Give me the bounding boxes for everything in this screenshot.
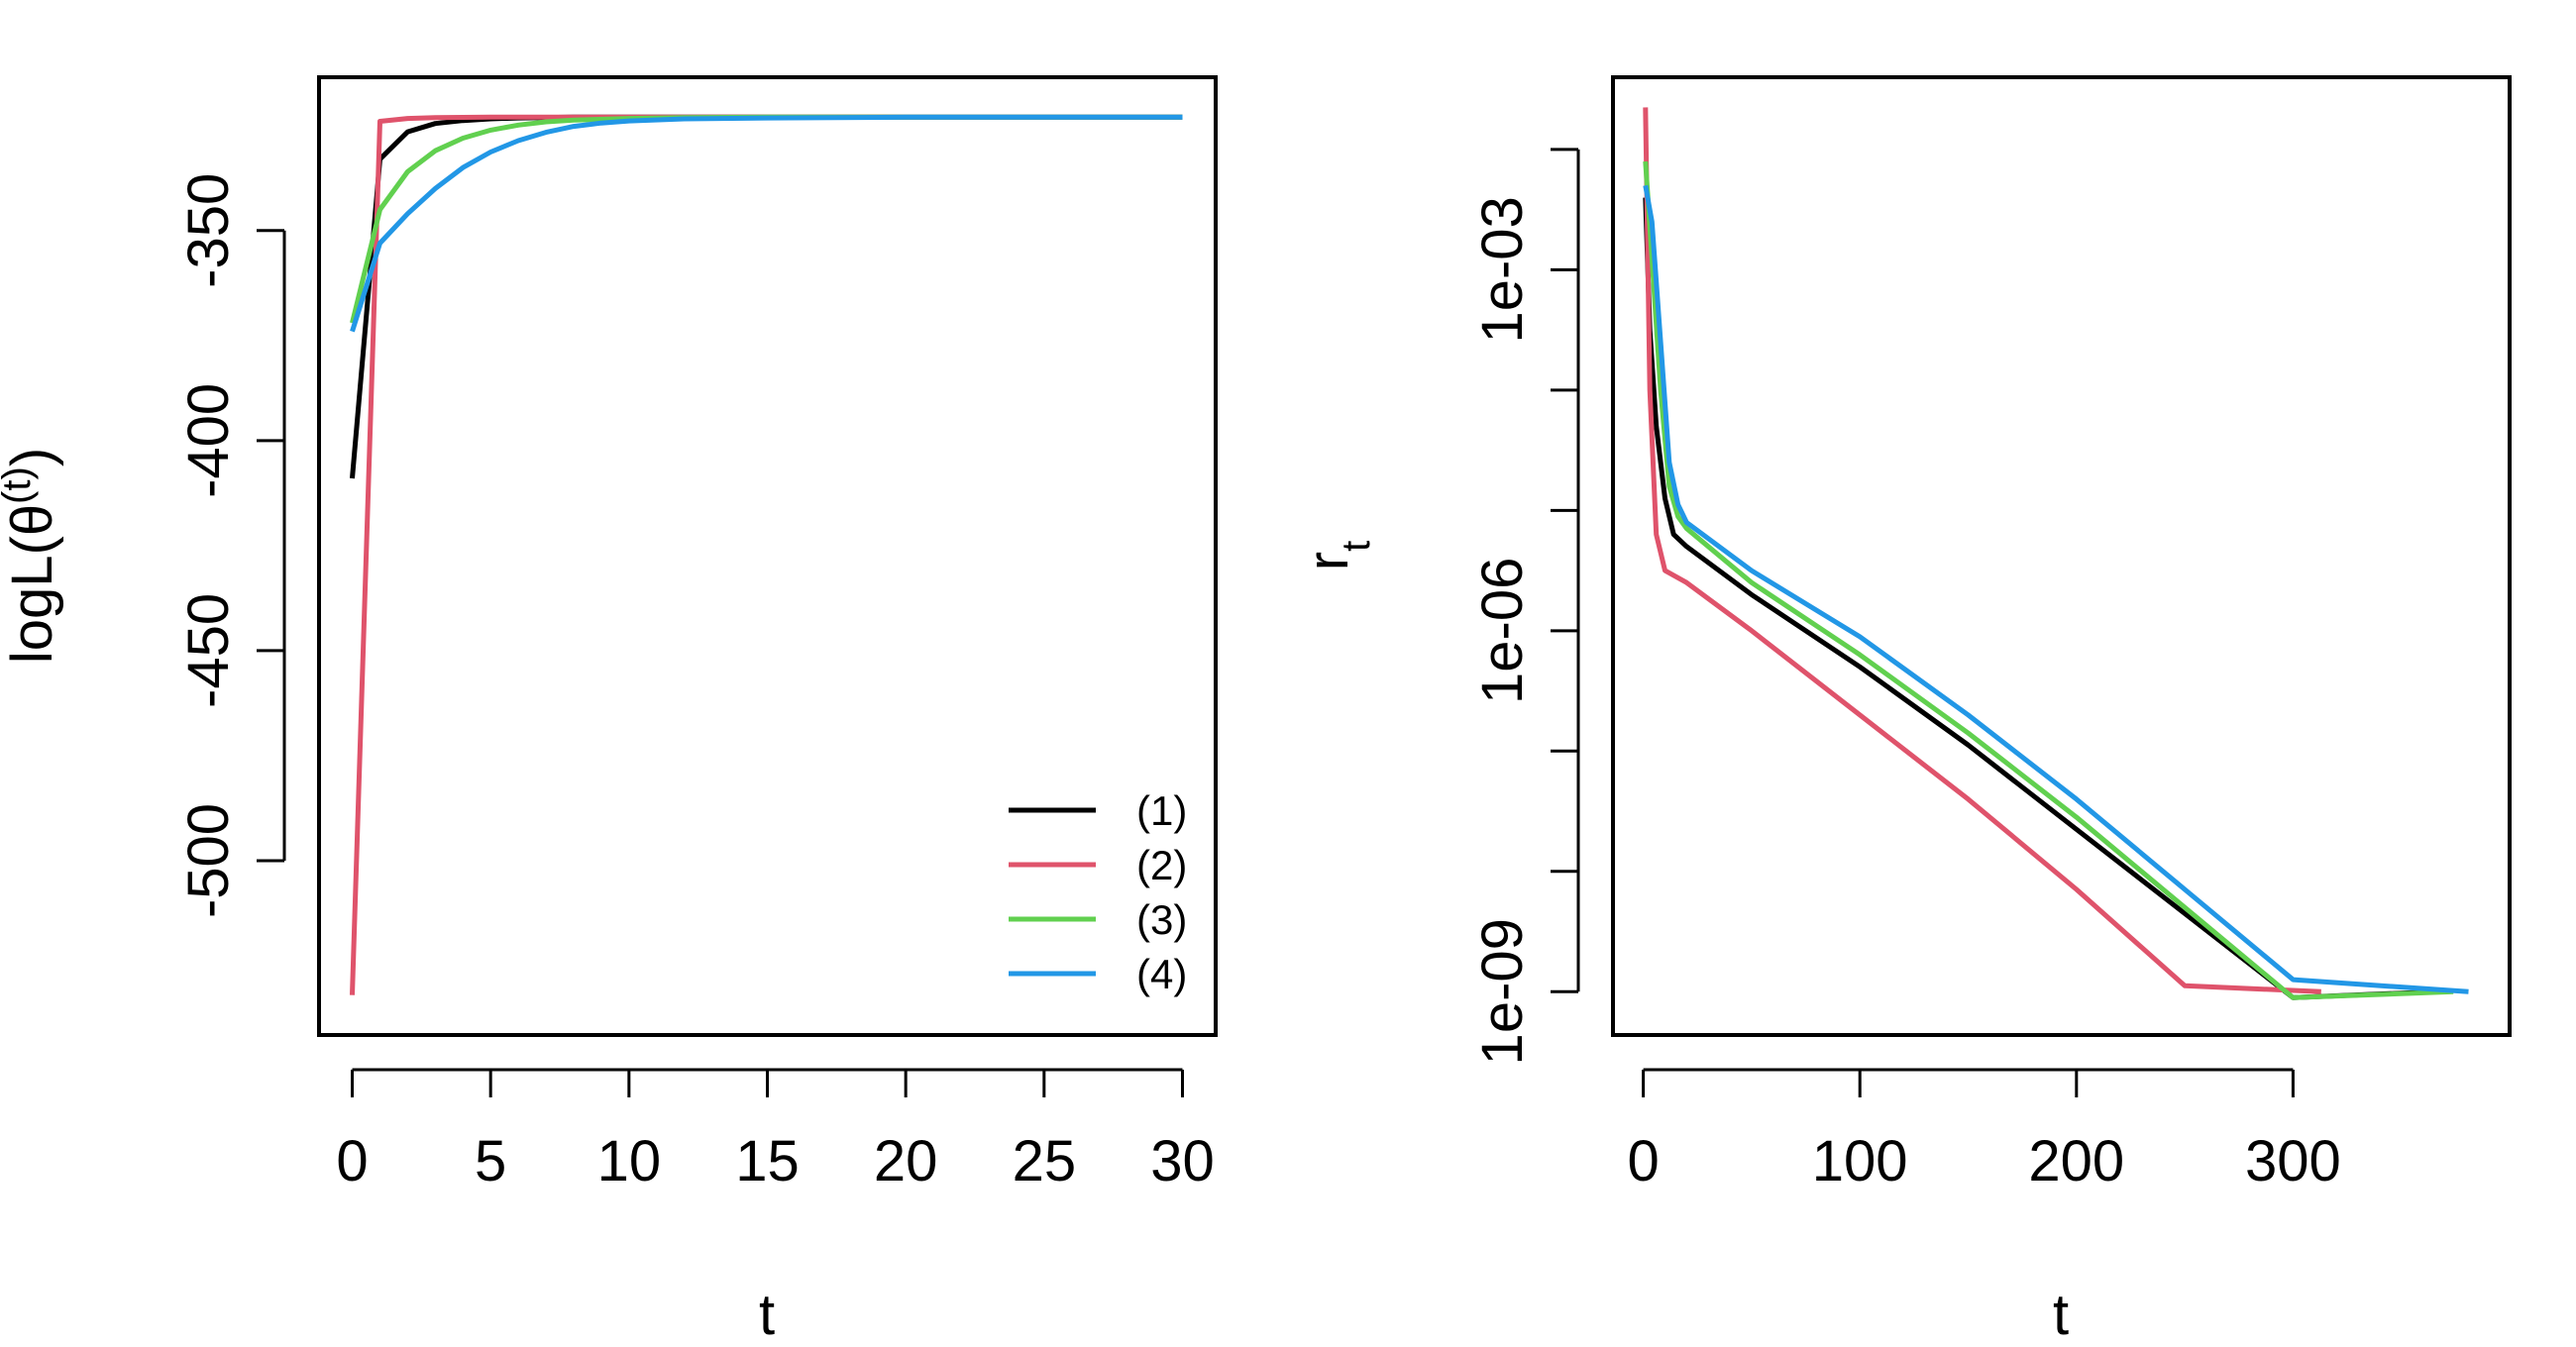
right-y-tick-label: 1e-03 — [1470, 196, 1535, 343]
right-x-axis-label: t — [2053, 1283, 2069, 1347]
left-x-tick-label: 30 — [1150, 1129, 1215, 1193]
right-series-line-1 — [1643, 197, 2436, 1000]
left-plot-frame — [317, 75, 1218, 1037]
right-y-axis-label-subscript: t — [1335, 541, 1378, 552]
left-series-line-3 — [350, 114, 1183, 324]
left-y-tick-label: -400 — [176, 383, 241, 498]
right-x-axis: 0 100 200 300 — [1627, 1068, 2341, 1193]
right-y-axis: 1e-03 1e-06 1e-09 — [1470, 148, 1580, 1065]
left-y-axis-label-superscript: (t) — [0, 466, 39, 504]
left-y-tick-label: -350 — [176, 173, 241, 288]
left-x-tick-label: 5 — [475, 1129, 506, 1193]
left-x-tick-label: 25 — [1013, 1129, 1077, 1193]
left-series-line-1 — [350, 114, 1183, 479]
right-series-line-3 — [1643, 160, 2454, 1000]
right-y-tick-label: 1e-09 — [1470, 918, 1535, 1065]
left-y-axis: -350 -400 -450 -500 — [176, 173, 286, 918]
left-x-tick-label: 15 — [735, 1129, 800, 1193]
left-y-axis-label: logL(θ(t)) — [0, 448, 64, 664]
right-plot-frame — [1611, 75, 2512, 1037]
residual-panel: 0 100 200 300 1e-03 1e-06 1e-09 t rt — [1296, 75, 2512, 1347]
left-y-tick-label: -450 — [176, 593, 241, 708]
right-series-group — [1643, 107, 2469, 1000]
legend-label-2: (2) — [1136, 842, 1187, 888]
left-x-tick-label: 0 — [336, 1129, 368, 1193]
left-x-tick-label: 10 — [597, 1129, 662, 1193]
right-y-axis-label: rt — [1296, 541, 1378, 570]
legend: (1) (2) (3) (4) — [1009, 787, 1187, 997]
left-x-tick-label: 20 — [874, 1129, 938, 1193]
left-series-line-4 — [350, 114, 1183, 333]
right-y-tick-label: 1e-06 — [1470, 558, 1535, 704]
right-x-tick-label: 300 — [2245, 1129, 2341, 1193]
loglik-panel: 0 5 10 15 20 25 30 -350 -400 -450 -500 t logL(θ(t… — [0, 75, 1218, 1347]
right-x-tick-label: 100 — [1812, 1129, 1908, 1193]
legend-label-3: (3) — [1136, 896, 1187, 943]
right-x-tick-label: 200 — [2028, 1129, 2124, 1193]
right-series-line-2 — [1643, 107, 2321, 994]
left-x-axis: 0 5 10 15 20 25 30 — [336, 1068, 1215, 1193]
left-y-tick-label: -500 — [176, 803, 241, 918]
legend-label-4: (4) — [1136, 951, 1187, 997]
right-x-tick-label: 0 — [1627, 1129, 1659, 1193]
left-series-group — [350, 114, 1183, 995]
left-x-axis-label: t — [759, 1283, 775, 1347]
right-series-line-4 — [1643, 184, 2469, 994]
legend-label-1: (1) — [1136, 787, 1187, 834]
